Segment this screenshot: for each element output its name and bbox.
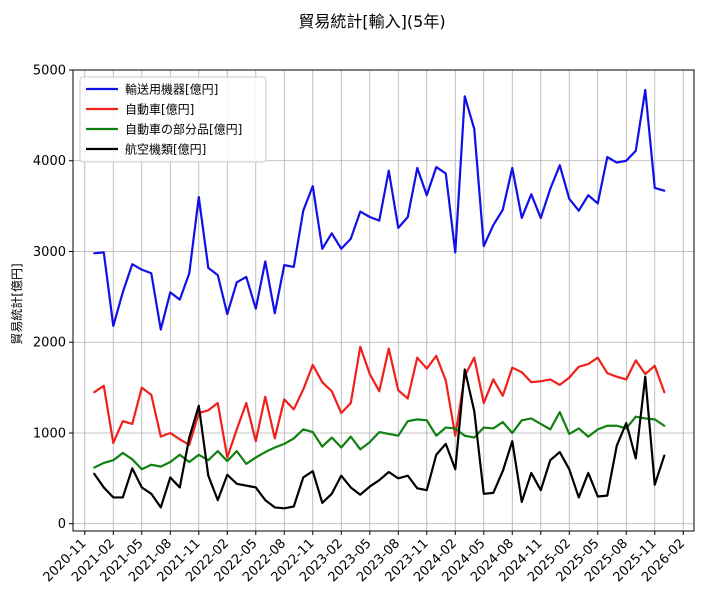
y-tick-label: 4000 [33,154,66,169]
legend-entry-label: 自動車の部分品[億円] [125,122,242,137]
y-tick-label: 2000 [33,336,66,351]
y-tick-label: 3000 [33,245,66,260]
series-line-4 [93,368,666,510]
legend: 輸送用機器[億円] 自動車[億円] 自動車の部分品[億円] 航空機類[億円] [79,76,267,163]
legend-entry-label: 自動車[億円] [125,103,194,117]
y-tick-label: 1000 [33,426,66,441]
y-tick-label: 0 [58,517,66,532]
series-group [93,88,666,510]
legend-entry-label: 航空機類[億円] [125,142,206,157]
y-tick-label: 5000 [33,64,66,79]
x-axis: 2020-112021-022021-052021-082021-112022-… [41,531,688,585]
series-line-2 [93,345,666,459]
y-axis-label: 貿易統計[億円] [9,263,24,344]
legend-box [79,76,267,163]
y-axis: 0 1000 2000 3000 4000 5000 [33,64,73,532]
legend-entry-label: 輸送用機器[億円] [125,82,218,97]
chart-title: 貿易統計[輸入](5年) [298,12,445,31]
series-line-1 [93,88,666,331]
series-line-3 [93,411,666,471]
plot-frame [72,69,695,532]
